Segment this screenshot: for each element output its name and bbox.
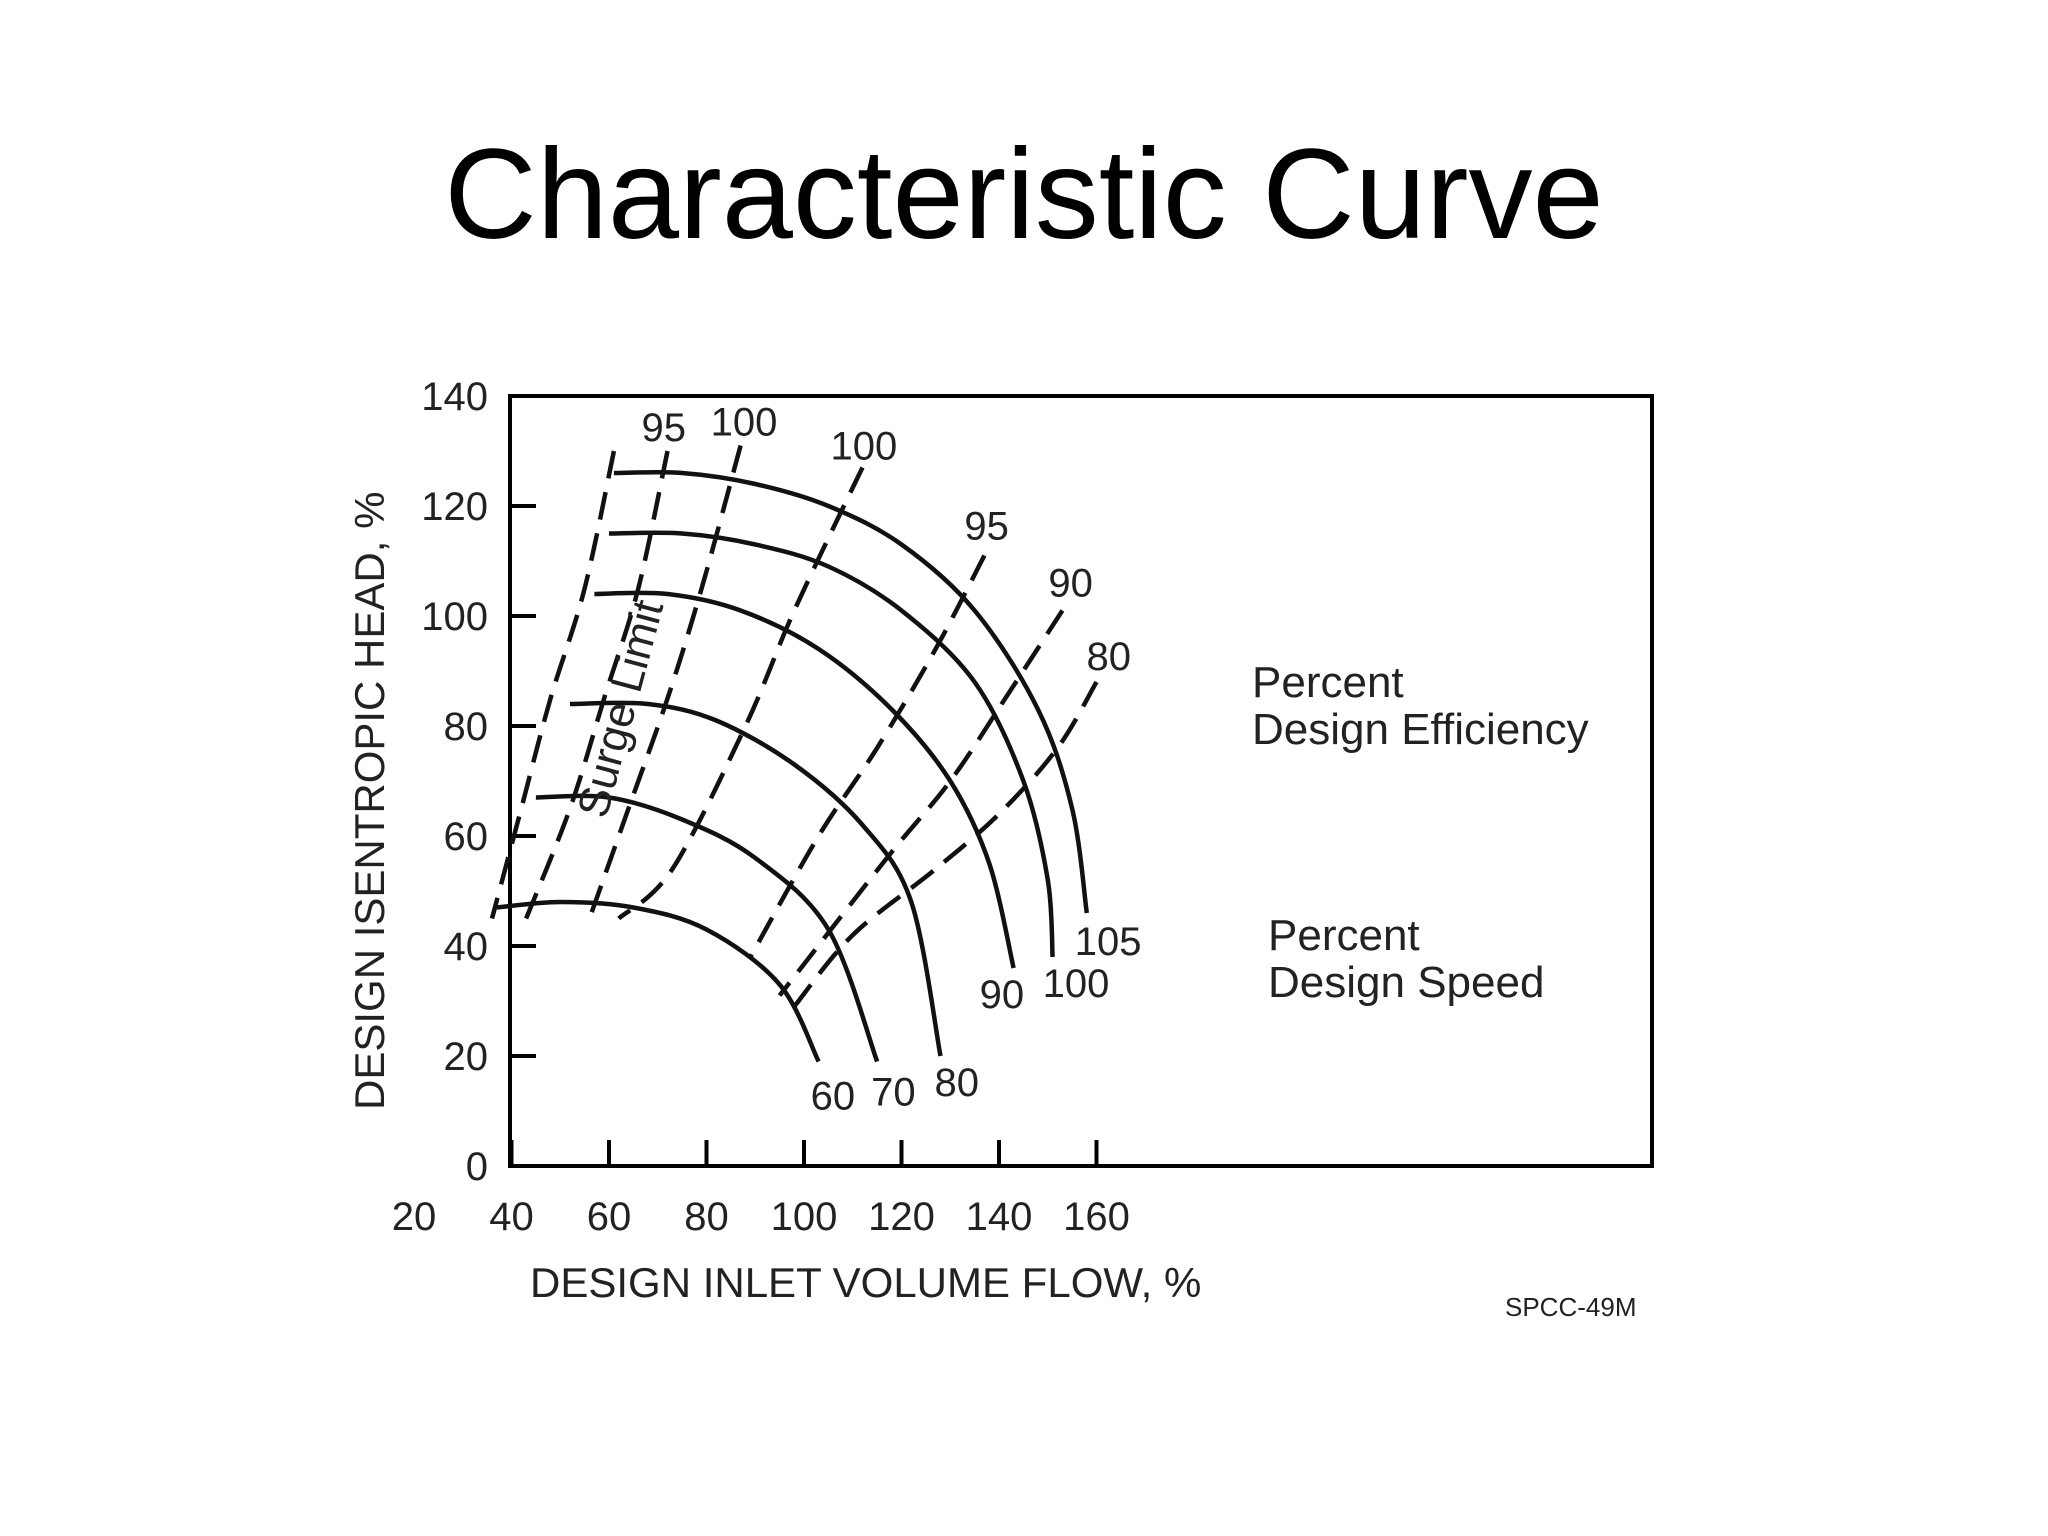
y-tick-label: 140	[421, 375, 488, 419]
efficiency-line	[587, 444, 743, 920]
speed-line-label: 70	[871, 1071, 916, 1115]
x-tick-label: 160	[1063, 1195, 1130, 1239]
efficiency-line-label: 95	[964, 505, 1009, 549]
y-axis-ticks: 0 20 40 60 80 100 120 140	[421, 375, 536, 1189]
x-tick-label: 100	[771, 1195, 838, 1239]
efficiency-line	[617, 466, 865, 921]
y-tick-label: 100	[421, 595, 488, 639]
efficiency-lines	[489, 444, 1099, 1008]
speed-title-line-2: Design Speed	[1268, 958, 1544, 1007]
x-tick-label: 20	[392, 1195, 437, 1239]
efficiency-line-label: 90	[1048, 562, 1093, 606]
speed-title-line-1: Percent	[1268, 911, 1420, 960]
y-tick-label: 60	[444, 815, 489, 859]
efficiency-line	[777, 609, 1065, 997]
efficiency-line	[524, 450, 670, 920]
efficiency-line	[792, 680, 1099, 1008]
efficiency-line-label: 100	[831, 425, 898, 469]
y-axis-title: DESIGN ISENTROPIC HEAD, %	[346, 492, 393, 1110]
speed-line-label: 60	[811, 1075, 856, 1119]
y-tick-label: 0	[466, 1145, 488, 1189]
plot-frame	[508, 394, 1654, 1168]
efficiency-line-label: 95	[642, 406, 687, 450]
speed-line-label: 100	[1043, 962, 1110, 1006]
y-tick-label: 20	[444, 1035, 489, 1079]
x-tick-label: 80	[684, 1195, 729, 1239]
efficiency-title-line-2: Design Efficiency	[1252, 705, 1589, 754]
x-tick-label: 120	[868, 1195, 935, 1239]
speed-line	[613, 469, 1090, 914]
x-axis-ticks: 20 40 60 80 100 120 140 160	[392, 1140, 1130, 1239]
x-tick-label: 40	[489, 1195, 534, 1239]
x-axis-title: DESIGN INLET VOLUME FLOW, %	[530, 1259, 1201, 1306]
speed-line	[594, 590, 1016, 969]
speed-lines	[496, 469, 1090, 1063]
efficiency-title-line-1: Percent	[1252, 658, 1404, 707]
x-tick-label: 60	[587, 1195, 632, 1239]
speed-line	[608, 530, 1055, 958]
speed-line-label: 80	[935, 1061, 980, 1105]
slide-title: Characteristic Curve	[444, 123, 1604, 266]
y-tick-label: 40	[444, 925, 489, 969]
x-tick-label: 140	[966, 1195, 1033, 1239]
efficiency-line-label: 80	[1087, 635, 1132, 679]
efficiency-line	[489, 450, 617, 920]
figure-code: SPCC-49M	[1505, 1292, 1636, 1322]
speed-line-label: 105	[1075, 920, 1142, 964]
y-tick-label: 120	[421, 485, 488, 529]
speed-line	[496, 899, 821, 1063]
y-tick-label: 80	[444, 705, 489, 749]
speed-line	[535, 793, 880, 1063]
efficiency-line-label: 100	[711, 401, 778, 445]
efficiency-line	[748, 554, 987, 959]
speed-line-label: 90	[980, 973, 1025, 1017]
speed-line	[569, 700, 943, 1057]
surge-limit-label: Surge Limit	[568, 595, 673, 823]
